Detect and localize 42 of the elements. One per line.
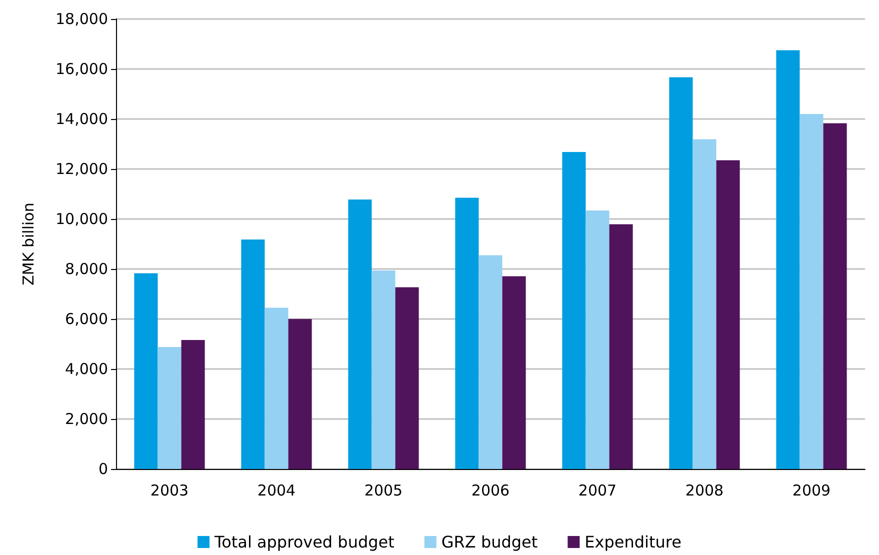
y-tick-label: 8,000 <box>65 260 108 278</box>
y-tick-label: 4,000 <box>65 360 108 378</box>
bar <box>562 152 586 469</box>
bar <box>478 255 502 469</box>
legend-label: GRZ budget <box>441 532 538 552</box>
y-tick-label: 0 <box>98 460 108 478</box>
bar <box>181 340 205 469</box>
y-tick-label: 18,000 <box>56 10 108 28</box>
bar <box>609 224 633 469</box>
y-tick-label: 14,000 <box>56 110 108 128</box>
bar <box>823 123 847 469</box>
x-tick-label: 2006 <box>471 482 510 500</box>
bar <box>455 198 479 469</box>
bar <box>288 319 312 469</box>
y-tick-label: 16,000 <box>56 60 108 78</box>
bar <box>348 200 372 469</box>
bar <box>800 114 824 469</box>
y-tick-label: 10,000 <box>56 210 108 228</box>
bar <box>264 308 288 469</box>
x-tick-label: 2007 <box>578 482 617 500</box>
x-tick-label: 2003 <box>150 482 189 500</box>
bar <box>669 77 693 469</box>
y-tick-label: 6,000 <box>65 310 108 328</box>
x-tick-label: 2009 <box>792 482 831 500</box>
bar <box>241 240 265 469</box>
y-axis-title: ZMK billion <box>20 202 38 286</box>
bar <box>158 347 182 469</box>
y-tick-label: 2,000 <box>65 410 108 428</box>
bar <box>586 210 610 469</box>
bar <box>716 160 740 469</box>
x-tick-label: 2005 <box>364 482 403 500</box>
bar <box>502 276 526 469</box>
bar <box>395 287 419 469</box>
bar <box>372 270 396 469</box>
bar <box>134 273 158 469</box>
legend-label: Expenditure <box>584 532 682 552</box>
x-tick-label: 2008 <box>685 482 724 500</box>
x-tick-label: 2004 <box>257 482 296 500</box>
bar <box>692 139 716 469</box>
legend-label: Total approved budget <box>214 532 394 552</box>
bar <box>776 50 800 469</box>
y-tick-label: 12,000 <box>56 160 108 178</box>
